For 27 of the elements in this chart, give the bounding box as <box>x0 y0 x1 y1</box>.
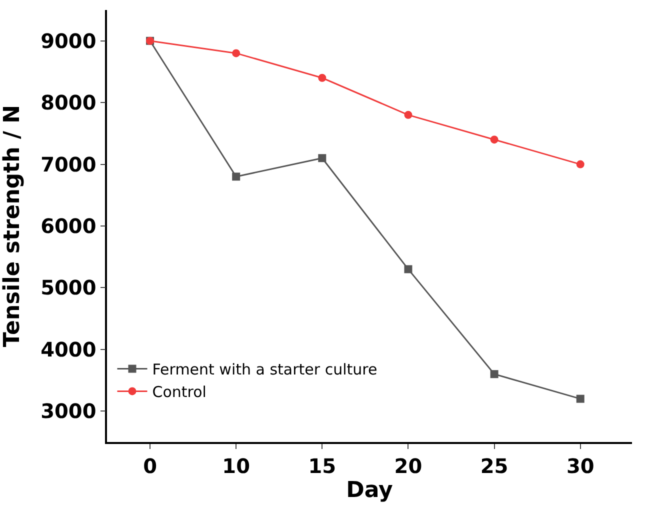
y-axis-title: Tensile strength / N <box>0 104 25 348</box>
y-tick-label: 7000 <box>40 152 96 176</box>
y-tick-label: 8000 <box>40 90 96 115</box>
x-tick-label: 0 <box>143 454 157 478</box>
x-axis-title: Day <box>346 478 393 504</box>
x-tick-label: 15 <box>308 454 336 478</box>
point <box>318 74 326 82</box>
point <box>404 265 412 274</box>
point <box>404 110 412 119</box>
y-tick-label: 5000 <box>40 276 96 300</box>
y-tick-label: 3000 <box>40 399 96 424</box>
legend-label: Ferment with a starter culture <box>152 360 378 379</box>
x-tick-label: 20 <box>394 454 422 478</box>
point <box>318 154 326 162</box>
x-tick-label: 25 <box>480 454 508 478</box>
x-tick-label: 30 <box>566 454 594 478</box>
legend-label: Control <box>152 383 206 402</box>
y-tick-label: 4000 <box>40 337 96 362</box>
point <box>576 160 584 168</box>
x-tick-label: 10 <box>222 454 250 478</box>
point <box>232 49 240 58</box>
point <box>232 172 240 181</box>
point <box>576 394 584 403</box>
point <box>490 370 498 378</box>
y-tick-label: 6000 <box>40 214 96 238</box>
y-tick-label: 9000 <box>40 28 96 53</box>
point <box>490 136 498 144</box>
